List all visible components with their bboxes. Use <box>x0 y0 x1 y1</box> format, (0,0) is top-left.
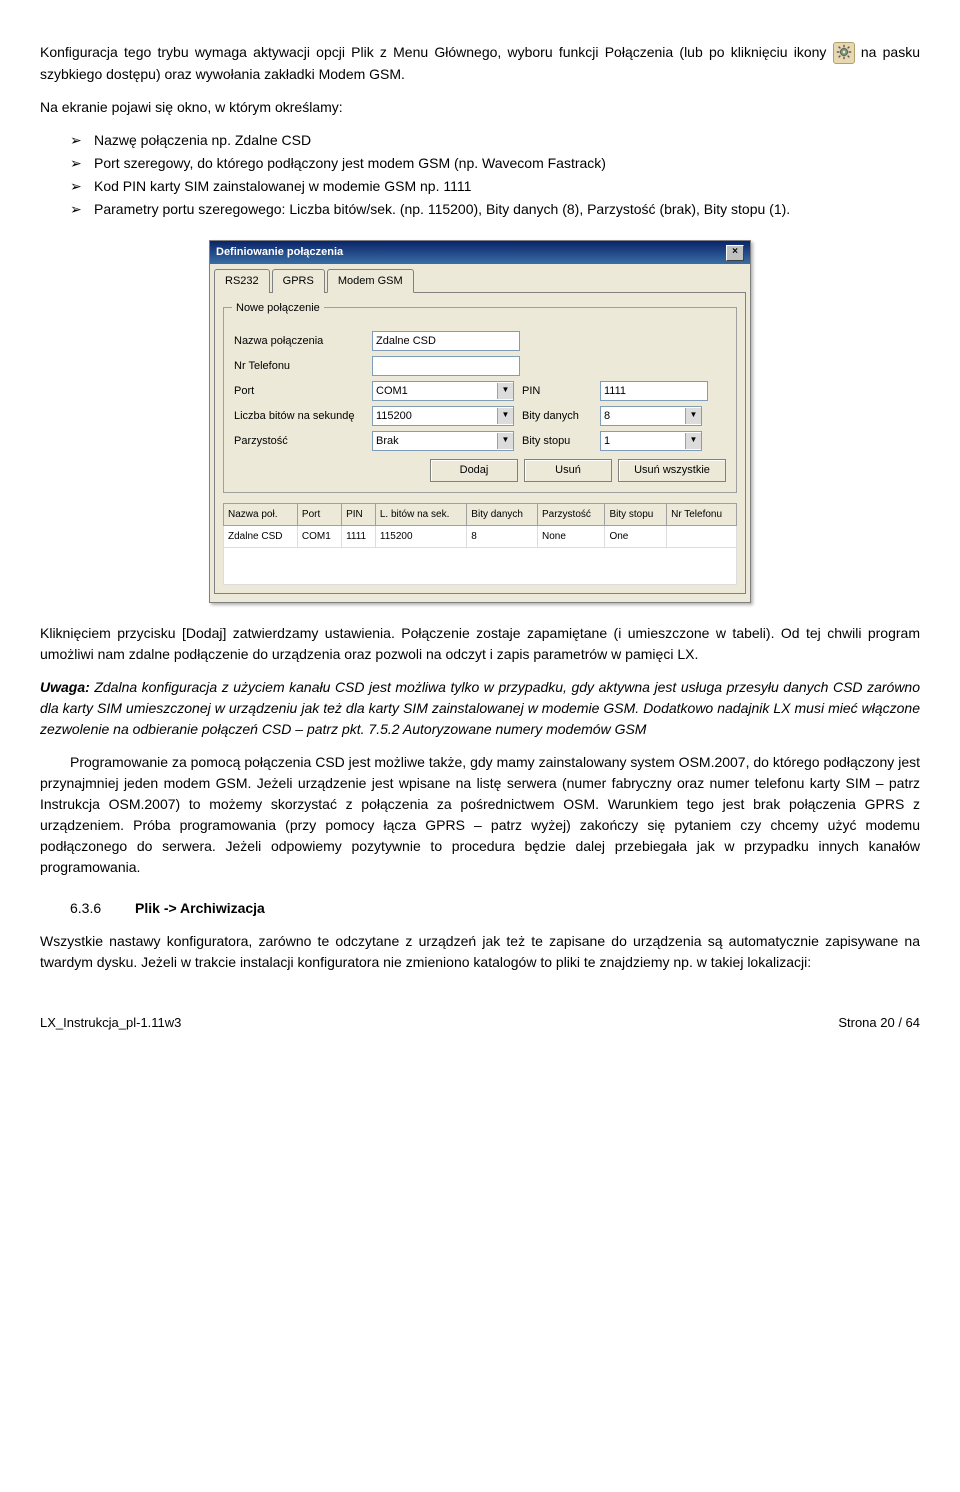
table-row-empty <box>224 547 737 584</box>
delete-button[interactable]: Usuń <box>524 459 612 482</box>
baud-value: 115200 <box>373 407 415 426</box>
list-item: Nazwę połączenia np. Zdalne CSD <box>70 130 920 151</box>
section-number: 6.3.6 <box>70 900 101 916</box>
parity-select[interactable]: Brak ▼ <box>372 431 514 451</box>
uwaga-label: Uwaga: <box>40 679 90 695</box>
connections-table: Nazwa poł. Port PIN L. bitów na sek. Bit… <box>223 503 737 585</box>
stopbits-select[interactable]: 1 ▼ <box>600 431 702 451</box>
cell: COM1 <box>297 525 341 547</box>
chevron-down-icon[interactable]: ▼ <box>685 408 701 424</box>
cell: None <box>538 525 605 547</box>
tab-modem-gsm[interactable]: Modem GSM <box>327 269 414 294</box>
tab-strip: RS232 GPRS Modem GSM <box>210 264 750 293</box>
col-parity[interactable]: Parzystość <box>538 503 605 525</box>
section-title: Plik -> Archiwizacja <box>135 900 265 916</box>
table-row[interactable]: Zdalne CSD COM1 1111 115200 8 None One <box>224 525 737 547</box>
dialog-body: Nowe połączenie Nazwa połączenia Zdalne … <box>214 292 746 594</box>
close-icon[interactable]: × <box>726 245 744 261</box>
add-button[interactable]: Dodaj <box>430 459 518 482</box>
cell: 115200 <box>375 525 466 547</box>
port-value: COM1 <box>373 382 411 401</box>
cell: 8 <box>467 525 538 547</box>
label-conn-name: Nazwa połączenia <box>234 333 364 350</box>
tab-rs232[interactable]: RS232 <box>214 269 270 294</box>
cell <box>667 525 737 547</box>
text: Konfiguracja tego trybu wymaga aktywacji… <box>40 44 833 60</box>
chevron-down-icon[interactable]: ▼ <box>497 433 513 449</box>
list-item: Kod PIN karty SIM zainstalowanej w modem… <box>70 176 920 197</box>
paragraph-archive: Wszystkie nastawy konfiguratora, zarówno… <box>40 931 920 973</box>
delete-all-button[interactable]: Usuń wszystkie <box>618 459 726 482</box>
new-connection-group: Nowe połączenie Nazwa połączenia Zdalne … <box>223 307 737 493</box>
uwaga-body: Zdalna konfiguracja z użyciem kanału CSD… <box>40 679 920 737</box>
paragraph-after-dialog: Kliknięciem przycisku [Dodaj] zatwierdza… <box>40 623 920 665</box>
label-databits: Bity danych <box>522 408 592 425</box>
databits-value: 8 <box>601 407 613 426</box>
chevron-down-icon[interactable]: ▼ <box>497 408 513 424</box>
paragraph-intro: Konfiguracja tego trybu wymaga aktywacji… <box>40 42 920 85</box>
footer-right: Strona 20 / 64 <box>838 1013 920 1033</box>
list-item: Port szeregowy, do którego podłączony je… <box>70 153 920 174</box>
port-select[interactable]: COM1 ▼ <box>372 381 514 401</box>
page-footer: LX_Instrukcja_pl-1.11w3 Strona 20 / 64 <box>40 1013 920 1033</box>
conn-name-input[interactable]: Zdalne CSD <box>372 331 520 351</box>
databits-select[interactable]: 8 ▼ <box>600 406 702 426</box>
label-stopbits: Bity stopu <box>522 433 592 450</box>
parity-value: Brak <box>373 432 402 451</box>
pin-input[interactable]: 1111 <box>600 381 708 401</box>
chevron-down-icon[interactable]: ▼ <box>685 433 701 449</box>
cell: Zdalne CSD <box>224 525 298 547</box>
label-port: Port <box>234 383 364 400</box>
col-stopbits[interactable]: Bity stopu <box>605 503 667 525</box>
col-phone[interactable]: Nr Telefonu <box>667 503 737 525</box>
cell: One <box>605 525 667 547</box>
list-item: Parametry portu szeregowego: Liczba bitó… <box>70 199 920 220</box>
connection-dialog: Definiowanie połączenia × RS232 GPRS Mod… <box>209 240 751 603</box>
col-databits[interactable]: Bity danych <box>467 503 538 525</box>
col-baud[interactable]: L. bitów na sek. <box>375 503 466 525</box>
uwaga-paragraph: Uwaga: Zdalna konfiguracja z użyciem kan… <box>40 677 920 740</box>
col-pin[interactable]: PIN <box>342 503 376 525</box>
label-phone: Nr Telefonu <box>234 358 364 375</box>
group-title: Nowe połączenie <box>232 300 324 317</box>
tab-gprs[interactable]: GPRS <box>272 269 325 294</box>
label-pin: PIN <box>522 383 592 400</box>
paragraph-csd: Programowanie za pomocą połączenia CSD j… <box>40 752 920 878</box>
phone-input[interactable] <box>372 356 520 376</box>
stopbits-value: 1 <box>601 432 613 451</box>
col-name[interactable]: Nazwa poł. <box>224 503 298 525</box>
titlebar: Definiowanie połączenia × <box>210 241 750 264</box>
gear-icon <box>833 42 855 64</box>
label-parity: Parzystość <box>234 433 364 450</box>
footer-left: LX_Instrukcja_pl-1.11w3 <box>40 1013 181 1033</box>
chevron-down-icon[interactable]: ▼ <box>497 383 513 399</box>
paragraph-list-intro: Na ekranie pojawi się okno, w którym okr… <box>40 97 920 118</box>
bullet-list: Nazwę połączenia np. Zdalne CSD Port sze… <box>40 130 920 220</box>
section-heading: 6.3.6 Plik -> Archiwizacja <box>70 898 920 919</box>
baud-select[interactable]: 115200 ▼ <box>372 406 514 426</box>
cell: 1111 <box>342 525 376 547</box>
col-port[interactable]: Port <box>297 503 341 525</box>
label-baud: Liczba bitów na sekundę <box>234 408 364 425</box>
window-title: Definiowanie połączenia <box>216 244 343 261</box>
